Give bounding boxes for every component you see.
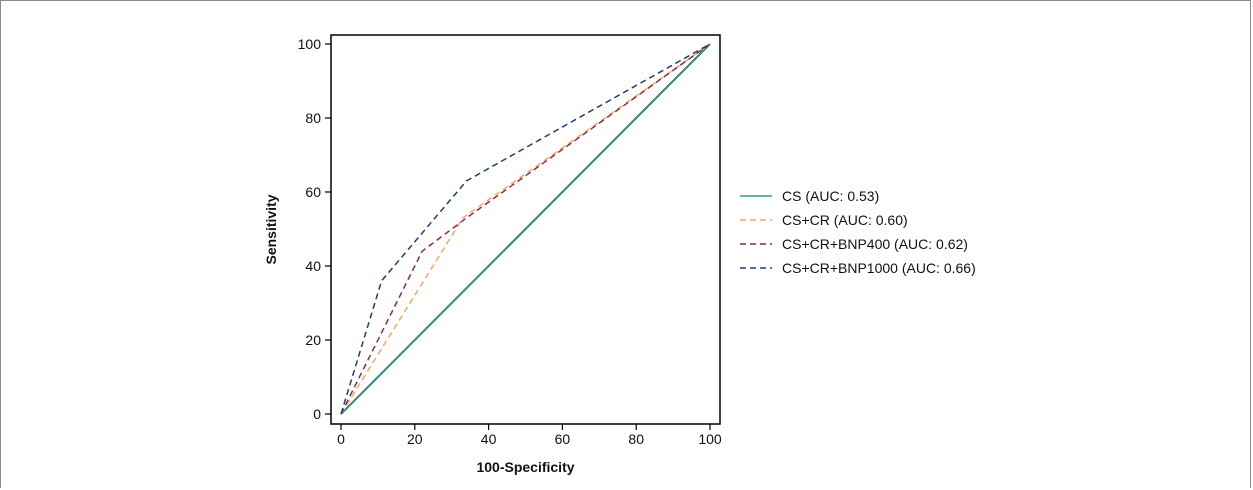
series-line-1 xyxy=(340,43,711,415)
chart-axes: 0 20 40 60 80 100 0 20 40 60 80 100 100-Specificity S… xyxy=(263,36,722,475)
legend-label-1: CS (AUC: 0.53) xyxy=(782,188,879,204)
plot-border xyxy=(330,34,721,425)
plot-area xyxy=(330,34,721,425)
legend-label-3: CS+CR+BNP400 (AUC: 0.62) xyxy=(782,236,968,252)
y-tick-label: 80 xyxy=(305,110,321,126)
legend-label-4: CS+CR+BNP1000 (AUC: 0.66) xyxy=(782,260,976,276)
x-tick-label: 0 xyxy=(337,431,345,447)
chart-marks xyxy=(340,43,711,415)
y-tick-label: 40 xyxy=(305,258,321,274)
x-tick-label: 100 xyxy=(698,431,722,447)
y-tick-label: 60 xyxy=(305,184,321,200)
legend-label-2: CS+CR (AUC: 0.60) xyxy=(782,212,908,228)
y-axis-title: Sensitivity xyxy=(263,194,279,264)
y-tick-label: 100 xyxy=(298,36,322,52)
x-tick-label: 60 xyxy=(555,431,571,447)
series-line-4 xyxy=(340,43,711,415)
y-tick-label: 0 xyxy=(313,406,321,422)
series-line-3 xyxy=(340,43,711,415)
y-tick-label: 20 xyxy=(305,332,321,348)
x-axis-title: 100-Specificity xyxy=(476,459,574,475)
x-tick-label: 20 xyxy=(407,431,423,447)
chart-legend: CS (AUC: 0.53) CS+CR (AUC: 0.60) CS+CR+BNP… xyxy=(740,188,976,276)
x-tick-label: 40 xyxy=(481,431,497,447)
x-tick-label: 80 xyxy=(628,431,644,447)
